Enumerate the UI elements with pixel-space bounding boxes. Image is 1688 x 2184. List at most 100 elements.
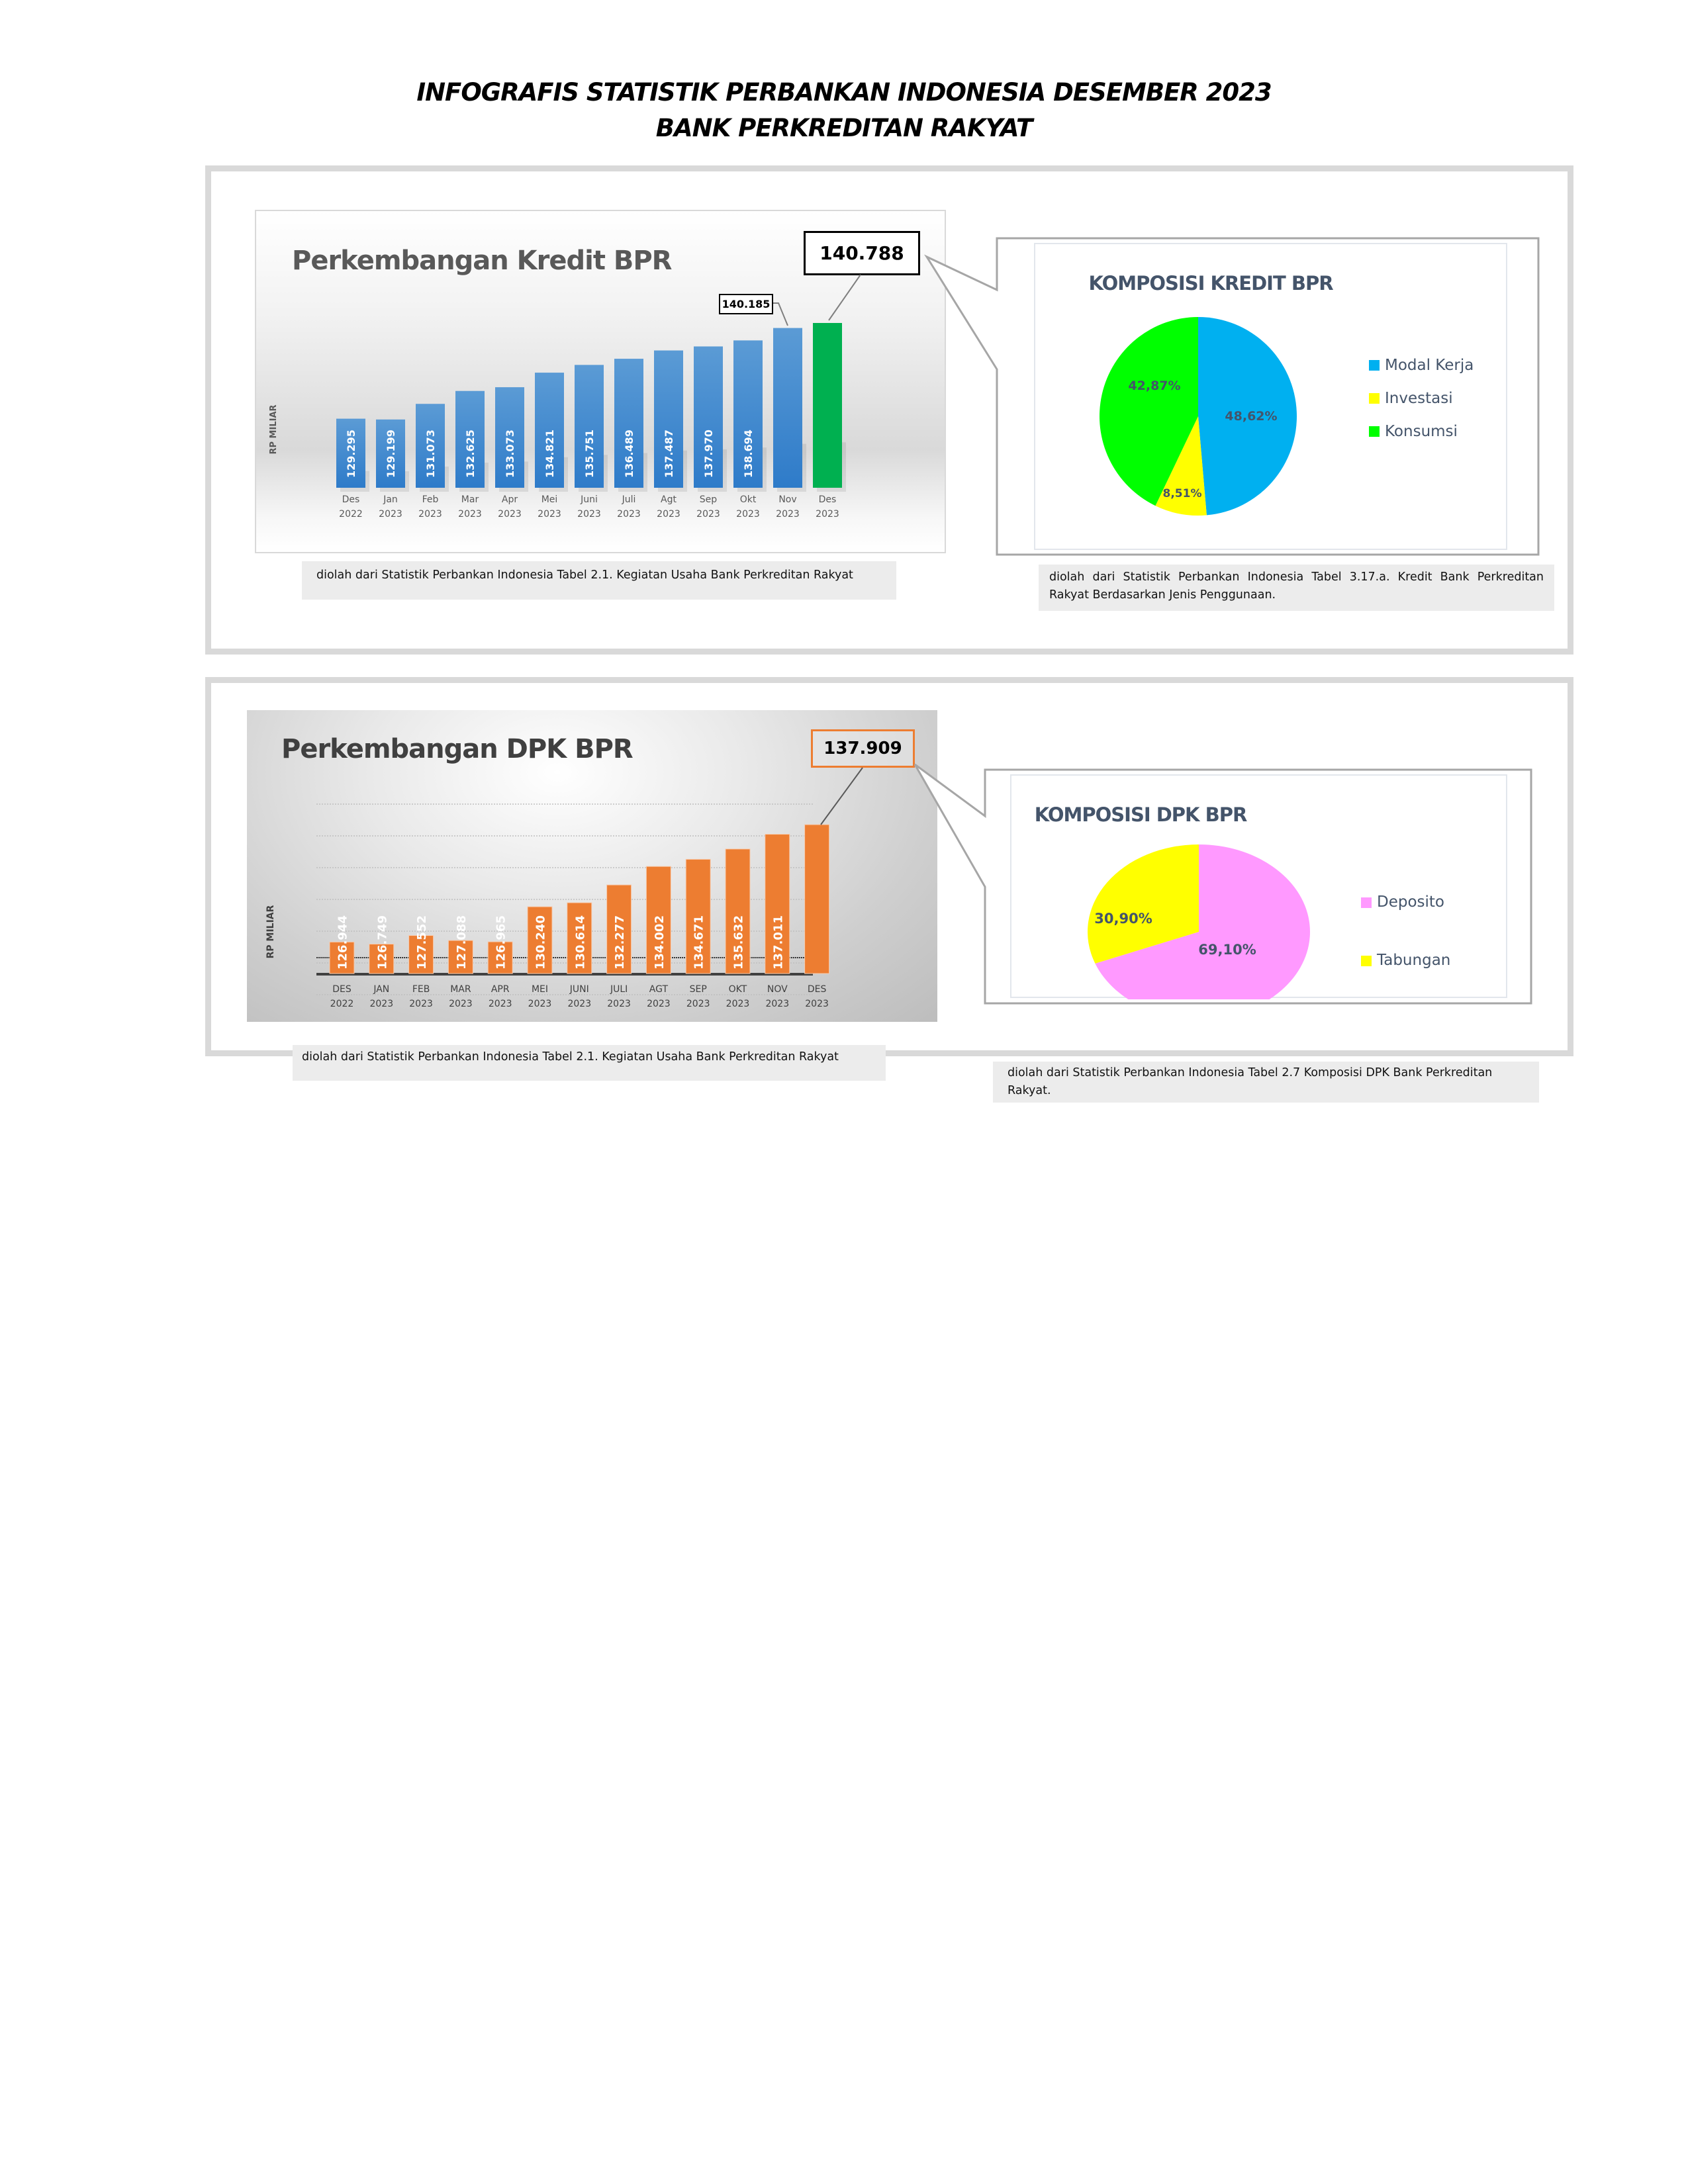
svg-text:2023: 2023 (647, 999, 671, 1009)
svg-text:2023: 2023 (458, 509, 482, 520)
dpk-pie-legend: Deposito Tabungan (1361, 893, 1450, 978)
bar (376, 419, 405, 488)
bar (765, 834, 790, 974)
svg-text:2023: 2023 (736, 509, 760, 520)
legend-item-deposito: Deposito (1361, 893, 1450, 952)
svg-text:DES: DES (808, 984, 827, 995)
svg-text:Juni: Juni (580, 494, 598, 505)
svg-text:JUNI: JUNI (569, 984, 589, 995)
svg-text:2023: 2023 (567, 999, 591, 1009)
svg-text:Sep: Sep (700, 494, 718, 505)
kredit-pie-title: KOMPOSISI KREDIT BPR (1088, 272, 1333, 295)
bar (336, 418, 365, 488)
svg-text:2023: 2023 (489, 999, 512, 1009)
bar (455, 390, 485, 488)
dpk-bar-plot: RP MILIAR 126.944 DES 2022 126.749 JAN 2023 127… (265, 803, 830, 1009)
svg-text:RP MILIAR: RP MILIAR (269, 404, 279, 454)
bar (606, 884, 632, 974)
svg-text:126.749: 126.749 (375, 915, 389, 970)
svg-text:2023: 2023 (577, 509, 601, 520)
legend-label: Deposito (1377, 893, 1444, 911)
svg-text:135.632: 135.632 (732, 915, 746, 970)
svg-text:2023: 2023 (776, 509, 800, 520)
bar (645, 866, 671, 974)
bar (329, 941, 355, 974)
svg-text:2023: 2023 (816, 509, 839, 520)
svg-text:138.694: 138.694 (742, 430, 755, 478)
dpk-bar-chart: Perkembangan DPK BPR RP MILIAR 126.944 DES… (247, 710, 937, 1022)
bar (447, 940, 473, 974)
svg-text:NOV: NOV (767, 984, 788, 995)
svg-text:JULI: JULI (610, 984, 628, 995)
pie-slice (1095, 844, 1310, 999)
dpk-chart-title: Perkembangan DPK BPR (281, 734, 633, 764)
bar (487, 941, 513, 974)
svg-text:126.965: 126.965 (494, 915, 508, 970)
kredit-pie-legend: Modal Kerja Investasi Konsumsi (1369, 349, 1474, 448)
svg-text:131.073: 131.073 (424, 430, 437, 478)
legend-label: Konsumsi (1385, 423, 1458, 440)
kredit-pie-caption: diolah dari Statistik Perbankan Indonesi… (1039, 565, 1554, 611)
legend-swatch-icon (1361, 897, 1372, 908)
svg-text:8,51%: 8,51% (1163, 487, 1202, 500)
bar (813, 323, 842, 488)
svg-text:Des: Des (342, 494, 360, 505)
svg-text:Mar: Mar (461, 494, 479, 505)
kredit-pie-chart: KOMPOSISI KREDIT BPR 48,62% 8,51% 42,87% M… (1034, 243, 1507, 550)
svg-text:130.614: 130.614 (573, 915, 587, 970)
svg-text:69,10%: 69,10% (1198, 942, 1256, 958)
legend-item-modal-kerja: Modal Kerja (1369, 349, 1474, 382)
svg-text:2023: 2023 (369, 999, 393, 1009)
svg-text:129.199: 129.199 (385, 430, 397, 478)
svg-text:2023: 2023 (617, 509, 641, 520)
svg-text:DES: DES (332, 984, 352, 995)
svg-text:132.277: 132.277 (613, 915, 627, 970)
document-subtitle: BANK PERKREDITAN RAKYAT (655, 114, 1033, 142)
svg-text:137.011: 137.011 (771, 915, 785, 970)
document-title: INFOGRAFIS STATISTIK PERBANKAN INDONESIA… (416, 78, 1272, 107)
svg-text:134.821: 134.821 (543, 430, 556, 478)
svg-text:2023: 2023 (765, 999, 789, 1009)
svg-text:JAN: JAN (373, 984, 389, 995)
pie-slice (1088, 844, 1199, 964)
svg-text:126.944: 126.944 (336, 915, 350, 970)
legend-label: Tabungan (1377, 952, 1451, 969)
svg-text:127.552: 127.552 (415, 915, 429, 970)
bar (614, 359, 643, 488)
bar (725, 848, 751, 974)
legend-label: Modal Kerja (1385, 357, 1474, 374)
svg-text:2023: 2023 (805, 999, 829, 1009)
svg-text:132.625: 132.625 (464, 430, 477, 478)
svg-text:OKT: OKT (729, 984, 747, 995)
svg-text:30,90%: 30,90% (1094, 911, 1152, 927)
bar (416, 404, 445, 488)
bar (733, 340, 763, 488)
svg-text:135.751: 135.751 (583, 430, 596, 478)
legend-item-tabungan: Tabungan (1361, 952, 1450, 978)
svg-text:127.088: 127.088 (455, 915, 469, 970)
svg-text:134.002: 134.002 (653, 915, 667, 970)
kredit-bar-caption: diolah dari Statistik Perbankan Indonesi… (302, 561, 896, 600)
svg-text:Agt: Agt (661, 494, 677, 505)
svg-text:Mei: Mei (541, 494, 558, 505)
svg-text:2023: 2023 (607, 999, 631, 1009)
svg-text:Des: Des (819, 494, 837, 505)
bar (575, 365, 604, 488)
kredit-bar-plot: RP MILIAR 129.295 Des 2022 129.199 Jan 2023 131… (269, 323, 846, 520)
svg-text:2023: 2023 (726, 999, 750, 1009)
svg-text:137.487: 137.487 (663, 430, 675, 478)
bar (773, 328, 802, 488)
svg-text:137.970: 137.970 (702, 430, 715, 478)
svg-text:Feb: Feb (422, 494, 439, 505)
svg-text:130.240: 130.240 (534, 915, 548, 970)
svg-text:2023: 2023 (657, 509, 680, 520)
legend-swatch-icon (1369, 360, 1380, 371)
svg-text:2022: 2022 (330, 999, 354, 1009)
svg-text:2023: 2023 (528, 999, 552, 1009)
svg-text:48,62%: 48,62% (1225, 409, 1277, 424)
svg-text:136.489: 136.489 (623, 430, 635, 478)
bar (369, 944, 395, 974)
bar (654, 350, 683, 488)
dpk-pie-plot: 69,10% 30,90% (1088, 844, 1310, 999)
svg-text:2023: 2023 (409, 999, 433, 1009)
